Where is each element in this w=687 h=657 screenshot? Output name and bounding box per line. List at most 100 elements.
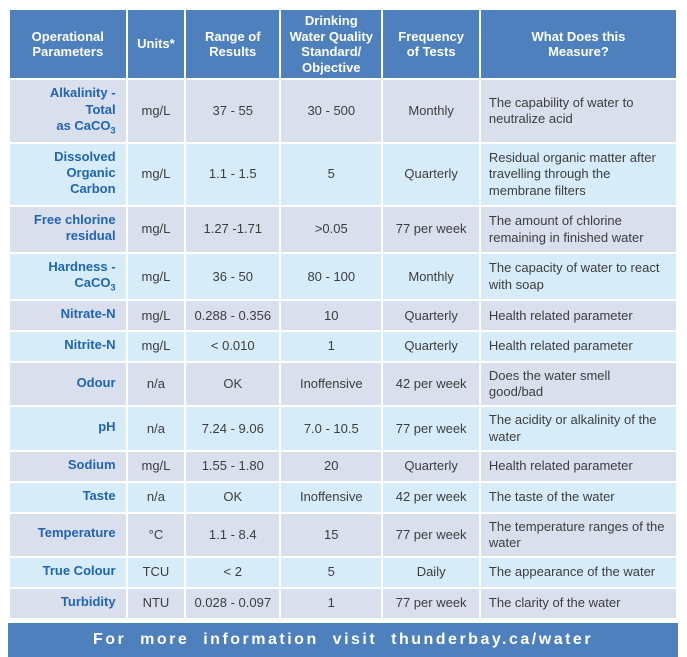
measure-cell: Does the water smell good/bad	[478, 360, 679, 408]
standard-cell: Inoffensive	[279, 480, 384, 514]
standard-cell: 5	[279, 141, 384, 208]
range-cell: 1.1 - 1.5	[184, 141, 282, 208]
range-cell: OK	[184, 360, 282, 408]
measure-cell: Health related parameter	[478, 299, 679, 333]
frequency-cell: 42 per week	[381, 360, 481, 408]
standard-cell: 30 - 500	[279, 78, 384, 144]
param-cell: Hardness - CaCO3	[8, 252, 128, 302]
header-frequency-of-tests: Frequency of Tests	[381, 7, 481, 81]
standard-cell: 1	[279, 586, 384, 620]
measure-cell: The temperature ranges of the water	[478, 511, 679, 559]
param-cell: Free chlorine residual	[8, 205, 128, 255]
range-cell: 37 - 55	[184, 78, 282, 144]
table-row: Odour n/a OK Inoffensive 42 per week Doe…	[8, 360, 679, 408]
standard-cell: 15	[279, 511, 384, 559]
units-cell: n/a	[125, 360, 187, 408]
range-cell: OK	[184, 480, 282, 514]
frequency-cell: Quarterly	[381, 449, 481, 483]
param-cell: Nitrite-N	[8, 330, 128, 363]
units-cell: mg/L	[125, 449, 187, 483]
units-cell: mg/L	[125, 299, 187, 333]
table-row: Dissolved Organic Carbon mg/L 1.1 - 1.5 …	[8, 141, 679, 208]
measure-cell: The taste of the water	[478, 480, 679, 514]
table-row: True Colour TCU < 2 5 Daily The appearan…	[8, 556, 679, 589]
param-cell: Odour	[8, 360, 128, 408]
table-row: Nitrate-N mg/L 0.288 - 0.356 10 Quarterl…	[8, 299, 679, 333]
units-cell: n/a	[125, 405, 187, 452]
frequency-cell: 77 per week	[381, 205, 481, 255]
standard-cell: 10	[279, 299, 384, 333]
standard-cell: 7.0 - 10.5	[279, 405, 384, 452]
header-units: Units*	[125, 7, 187, 81]
units-cell: mg/L	[125, 330, 187, 363]
header-what-does-this-measure: What Does this Measure?	[478, 7, 679, 81]
range-cell: 36 - 50	[184, 252, 282, 302]
units-cell: mg/L	[125, 78, 187, 144]
frequency-cell: 77 per week	[381, 405, 481, 452]
param-cell: pH	[8, 405, 128, 452]
table-row: Alkalinity - Total as CaCO3 mg/L 37 - 55…	[8, 78, 679, 144]
units-cell: °C	[125, 511, 187, 559]
table-row: Hardness - CaCO3 mg/L 36 - 50 80 - 100 M…	[8, 252, 679, 302]
measure-cell: Residual organic matter after travelling…	[478, 141, 679, 208]
param-cell: Taste	[8, 480, 128, 514]
measure-cell: The appearance of the water	[478, 556, 679, 589]
measure-cell: The amount of chlorine remaining in fini…	[478, 205, 679, 255]
frequency-cell: 42 per week	[381, 480, 481, 514]
param-cell: Alkalinity - Total as CaCO3	[8, 78, 128, 144]
standard-cell: Inoffensive	[279, 360, 384, 408]
units-cell: mg/L	[125, 141, 187, 208]
param-cell: Nitrate-N	[8, 299, 128, 333]
measure-cell: Health related parameter	[478, 330, 679, 363]
param-cell: Sodium	[8, 449, 128, 483]
table-row: Free chlorine residual mg/L 1.27 -1.71 >…	[8, 205, 679, 255]
param-cell: Turbidity	[8, 586, 128, 620]
table-row: pH n/a 7.24 - 9.06 7.0 - 10.5 77 per wee…	[8, 405, 679, 452]
header-operational-parameters: Operational Parameters	[8, 7, 128, 81]
measure-cell: The acidity or alkalinity of the water	[478, 405, 679, 452]
water-quality-table: Operational Parameters Units* Range of R…	[8, 7, 679, 620]
table-header-row: Operational Parameters Units* Range of R…	[8, 7, 679, 81]
frequency-cell: 77 per week	[381, 511, 481, 559]
table-row: Nitrite-N mg/L < 0.010 1 Quarterly Healt…	[8, 330, 679, 363]
footer-info-banner: For more information visit thunderbay.ca…	[8, 622, 678, 657]
header-drinking-water-quality-standard: Drinking Water Quality Standard/ Objecti…	[279, 7, 384, 81]
standard-cell: 1	[279, 330, 384, 363]
units-cell: n/a	[125, 480, 187, 514]
frequency-cell: Monthly	[381, 78, 481, 144]
units-cell: mg/L	[125, 252, 187, 302]
range-cell: 1.1 - 8.4	[184, 511, 282, 559]
range-cell: < 2	[184, 556, 282, 589]
frequency-cell: Quarterly	[381, 330, 481, 363]
water-quality-report-page: Operational Parameters Units* Range of R…	[8, 7, 679, 657]
measure-cell: The capability of water to neutralize ac…	[478, 78, 679, 144]
table-row: Temperature °C 1.1 - 8.4 15 77 per week …	[8, 511, 679, 559]
standard-cell: 80 - 100	[279, 252, 384, 302]
range-cell: < 0.010	[184, 330, 282, 363]
frequency-cell: Monthly	[381, 252, 481, 302]
standard-cell: 5	[279, 556, 384, 589]
measure-cell: The capacity of water to react with soap	[478, 252, 679, 302]
range-cell: 0.288 - 0.356	[184, 299, 282, 333]
table-row: Sodium mg/L 1.55 - 1.80 20 Quarterly Hea…	[8, 449, 679, 483]
units-cell: TCU	[125, 556, 187, 589]
frequency-cell: Daily	[381, 556, 481, 589]
range-cell: 0.028 - 0.097	[184, 586, 282, 620]
table-row: Taste n/a OK Inoffensive 42 per week The…	[8, 480, 679, 514]
range-cell: 1.27 -1.71	[184, 205, 282, 255]
param-cell: Dissolved Organic Carbon	[8, 141, 128, 208]
frequency-cell: Quarterly	[381, 141, 481, 208]
standard-cell: >0.05	[279, 205, 384, 255]
measure-cell: Health related parameter	[478, 449, 679, 483]
frequency-cell: 77 per week	[381, 586, 481, 620]
frequency-cell: Quarterly	[381, 299, 481, 333]
table-row: Turbidity NTU 0.028 - 0.097 1 77 per wee…	[8, 586, 679, 620]
units-cell: mg/L	[125, 205, 187, 255]
range-cell: 1.55 - 1.80	[184, 449, 282, 483]
standard-cell: 20	[279, 449, 384, 483]
range-cell: 7.24 - 9.06	[184, 405, 282, 452]
param-cell: True Colour	[8, 556, 128, 589]
param-cell: Temperature	[8, 511, 128, 559]
measure-cell: The clarity of the water	[478, 586, 679, 620]
header-range-of-results: Range of Results	[184, 7, 282, 81]
